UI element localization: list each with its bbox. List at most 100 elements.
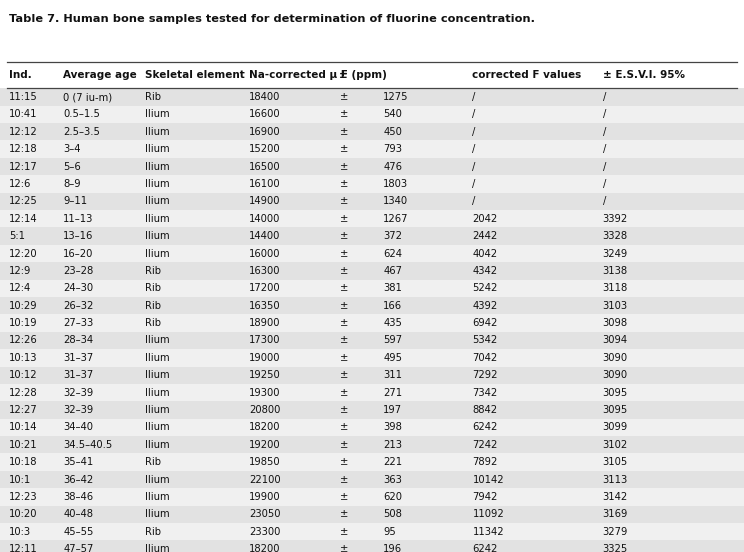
Text: 18200: 18200 bbox=[249, 422, 280, 432]
Text: 5:1: 5:1 bbox=[9, 231, 25, 241]
Text: 1803: 1803 bbox=[383, 179, 408, 189]
Text: 10:13: 10:13 bbox=[9, 353, 37, 363]
Text: 5242: 5242 bbox=[472, 283, 498, 293]
Text: 16000: 16000 bbox=[249, 248, 280, 258]
Text: 6242: 6242 bbox=[472, 544, 498, 552]
Text: /: / bbox=[603, 179, 606, 189]
Text: Rib: Rib bbox=[145, 527, 161, 537]
Text: 3105: 3105 bbox=[603, 457, 628, 467]
Text: 624: 624 bbox=[383, 248, 403, 258]
Text: ±: ± bbox=[339, 197, 348, 206]
Bar bbox=[0, 158, 744, 176]
Text: 45–55: 45–55 bbox=[63, 527, 94, 537]
Text: 0.5–1.5: 0.5–1.5 bbox=[63, 109, 100, 119]
Text: 11–13: 11–13 bbox=[63, 214, 94, 224]
Text: Ilium: Ilium bbox=[145, 544, 170, 552]
Text: ±: ± bbox=[339, 422, 348, 432]
Text: 19300: 19300 bbox=[249, 388, 280, 397]
Text: 5–6: 5–6 bbox=[63, 162, 81, 172]
Text: 47–57: 47–57 bbox=[63, 544, 94, 552]
Text: 6942: 6942 bbox=[472, 318, 498, 328]
Text: 221: 221 bbox=[383, 457, 403, 467]
Text: Ilium: Ilium bbox=[145, 231, 170, 241]
Text: ±: ± bbox=[339, 318, 348, 328]
Text: Table 7. Human bone samples tested for determination of fluorine concentration.: Table 7. Human bone samples tested for d… bbox=[9, 14, 535, 24]
Text: Ilium: Ilium bbox=[145, 405, 170, 415]
Text: 32–39: 32–39 bbox=[63, 405, 94, 415]
Text: 3090: 3090 bbox=[603, 370, 628, 380]
Text: 14000: 14000 bbox=[249, 214, 280, 224]
Bar bbox=[0, 262, 744, 280]
Text: 16500: 16500 bbox=[249, 162, 281, 172]
Text: Ilium: Ilium bbox=[145, 214, 170, 224]
Text: 95: 95 bbox=[383, 527, 396, 537]
Bar bbox=[0, 419, 744, 436]
Text: /: / bbox=[603, 197, 606, 206]
Text: 12:6: 12:6 bbox=[9, 179, 31, 189]
Text: /: / bbox=[472, 162, 476, 172]
Text: /: / bbox=[472, 197, 476, 206]
Text: 22100: 22100 bbox=[249, 475, 281, 485]
Text: 3325: 3325 bbox=[603, 544, 628, 552]
Text: 20800: 20800 bbox=[249, 405, 280, 415]
Text: 11342: 11342 bbox=[472, 527, 504, 537]
Text: /: / bbox=[472, 179, 476, 189]
Text: corrected F values: corrected F values bbox=[472, 70, 582, 80]
Text: Rib: Rib bbox=[145, 301, 161, 311]
Text: 28–34: 28–34 bbox=[63, 336, 93, 346]
Text: 8842: 8842 bbox=[472, 405, 498, 415]
Text: 34.5–40.5: 34.5–40.5 bbox=[63, 440, 112, 450]
Text: 14400: 14400 bbox=[249, 231, 280, 241]
Text: 3095: 3095 bbox=[603, 388, 628, 397]
Text: 1340: 1340 bbox=[383, 197, 408, 206]
Text: 476: 476 bbox=[383, 162, 403, 172]
Text: 12:28: 12:28 bbox=[9, 388, 37, 397]
Text: ±: ± bbox=[339, 144, 348, 154]
Text: 12:11: 12:11 bbox=[9, 544, 38, 552]
Bar bbox=[0, 540, 744, 552]
Text: 23300: 23300 bbox=[249, 527, 280, 537]
Text: 10:21: 10:21 bbox=[9, 440, 37, 450]
Text: 15200: 15200 bbox=[249, 144, 281, 154]
Text: 34–40: 34–40 bbox=[63, 422, 93, 432]
Text: 1275: 1275 bbox=[383, 92, 408, 102]
Text: 12:20: 12:20 bbox=[9, 248, 37, 258]
Text: 1267: 1267 bbox=[383, 214, 408, 224]
Text: 7242: 7242 bbox=[472, 440, 498, 450]
Text: 540: 540 bbox=[383, 109, 402, 119]
Text: ±: ± bbox=[339, 248, 348, 258]
Text: 2042: 2042 bbox=[472, 214, 498, 224]
Text: 166: 166 bbox=[383, 301, 403, 311]
Text: 3169: 3169 bbox=[603, 509, 628, 519]
Text: 9–11: 9–11 bbox=[63, 197, 87, 206]
Text: 10:29: 10:29 bbox=[9, 301, 37, 311]
Text: 12:4: 12:4 bbox=[9, 283, 31, 293]
Text: 16600: 16600 bbox=[249, 109, 281, 119]
Text: Ilium: Ilium bbox=[145, 440, 170, 450]
Text: ±: ± bbox=[339, 405, 348, 415]
Text: /: / bbox=[603, 127, 606, 137]
Text: 3094: 3094 bbox=[603, 336, 628, 346]
Text: 10142: 10142 bbox=[472, 475, 504, 485]
Text: 10:12: 10:12 bbox=[9, 370, 37, 380]
Text: 35–41: 35–41 bbox=[63, 457, 94, 467]
Text: 12:23: 12:23 bbox=[9, 492, 37, 502]
Text: ±: ± bbox=[339, 492, 348, 502]
Text: 597: 597 bbox=[383, 336, 403, 346]
Text: Na-corrected μ F (ppm): Na-corrected μ F (ppm) bbox=[249, 70, 387, 80]
Text: 3113: 3113 bbox=[603, 475, 628, 485]
Text: ±: ± bbox=[339, 283, 348, 293]
Text: ±: ± bbox=[339, 127, 348, 137]
Bar bbox=[0, 489, 744, 506]
Bar bbox=[0, 349, 744, 367]
Bar bbox=[0, 523, 744, 540]
Text: 363: 363 bbox=[383, 475, 402, 485]
Text: ±: ± bbox=[339, 70, 348, 80]
Text: 36–42: 36–42 bbox=[63, 475, 94, 485]
Text: Ilium: Ilium bbox=[145, 179, 170, 189]
Text: 12:9: 12:9 bbox=[9, 266, 31, 276]
Text: 10:1: 10:1 bbox=[9, 475, 31, 485]
Text: 3095: 3095 bbox=[603, 405, 628, 415]
Text: ±: ± bbox=[339, 336, 348, 346]
Bar bbox=[0, 227, 744, 245]
